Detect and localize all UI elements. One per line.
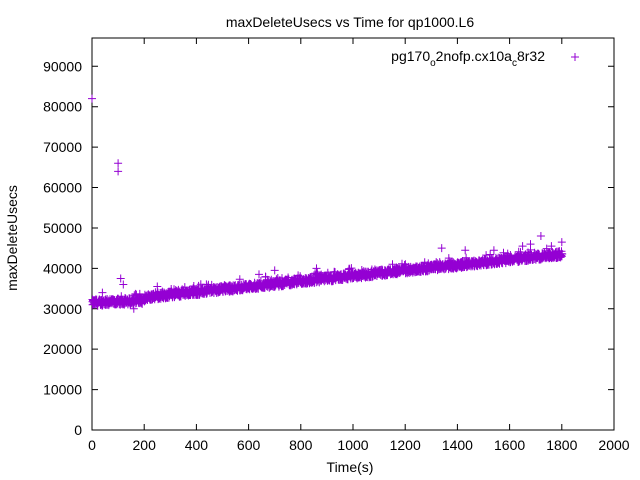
data-point — [557, 249, 566, 258]
data-point — [547, 242, 556, 251]
data-point — [114, 167, 123, 176]
data-point — [536, 232, 545, 240]
x-tick-label: 200 — [133, 437, 157, 453]
y-tick-label: 70000 — [43, 139, 82, 155]
legend-label-part: pg170 — [391, 48, 430, 64]
legend: pg170o2nofp.cx10ac8r32 — [391, 48, 579, 69]
data-point — [461, 246, 470, 255]
y-tick-label: 0 — [74, 422, 82, 438]
data-point — [88, 94, 96, 103]
data-point — [557, 238, 566, 247]
x-tick-labels: 0 200 400 600 800 1000 1200 1400 1600 1800 2000 — [88, 437, 630, 453]
x-tick-label: 1600 — [494, 437, 525, 453]
data-point — [312, 264, 321, 273]
y-tick-labels: 0 10000 20000 30000 40000 50000 60000 70000 8000… — [43, 58, 82, 438]
y-tick-label: 20000 — [43, 341, 82, 357]
y-tick-label: 10000 — [43, 382, 82, 398]
y-tick-label: 80000 — [43, 99, 82, 115]
legend-label: pg170o2nofp.cx10ac8r32 — [391, 48, 545, 69]
legend-label-part: 8r32 — [517, 48, 545, 64]
data-point — [516, 248, 525, 257]
data-points — [88, 94, 567, 313]
x-tick-label: 1800 — [546, 437, 577, 453]
data-point — [235, 275, 244, 284]
data-point — [114, 159, 123, 168]
data-point — [98, 288, 107, 297]
data-point — [132, 290, 141, 299]
legend-label-subscript: c — [512, 58, 517, 69]
data-point — [119, 280, 128, 289]
data-point — [116, 274, 125, 283]
data-point — [153, 282, 162, 291]
chart-title: maxDeleteUsecs vs Time for qp1000.L6 — [226, 14, 474, 30]
data-point — [255, 270, 263, 279]
data-point — [526, 240, 535, 249]
legend-label-subscript: o — [430, 58, 436, 69]
y-tick-label: 90000 — [43, 58, 82, 74]
legend-label-part: 2nofp.cx10a — [436, 48, 512, 64]
x-tick-label: 1000 — [337, 437, 368, 453]
data-point — [518, 242, 527, 251]
plot-frame — [91, 37, 615, 431]
legend-marker-icon — [571, 53, 579, 61]
tick-marks — [91, 38, 615, 431]
y-tick-label: 40000 — [43, 260, 82, 276]
data-point — [489, 246, 498, 255]
x-axis-label: Time(s) — [327, 459, 374, 475]
y-tick-label: 50000 — [43, 220, 82, 236]
data-point — [129, 304, 138, 313]
data-point — [437, 244, 446, 253]
x-tick-label: 400 — [185, 437, 209, 453]
x-tick-label: 800 — [289, 437, 313, 453]
x-tick-label: 1400 — [442, 437, 473, 453]
x-tick-label: 0 — [88, 437, 96, 453]
y-axis-label: maxDeleteUsecs — [4, 185, 20, 291]
data-point — [499, 248, 508, 257]
y-tick-label: 30000 — [43, 301, 82, 317]
x-tick-label: 2000 — [598, 437, 629, 453]
data-point — [270, 266, 279, 275]
y-tick-label: 60000 — [43, 180, 82, 196]
x-tick-label: 1200 — [390, 437, 421, 453]
data-point — [542, 244, 551, 253]
x-tick-label: 600 — [237, 437, 261, 453]
data-point — [180, 283, 189, 292]
